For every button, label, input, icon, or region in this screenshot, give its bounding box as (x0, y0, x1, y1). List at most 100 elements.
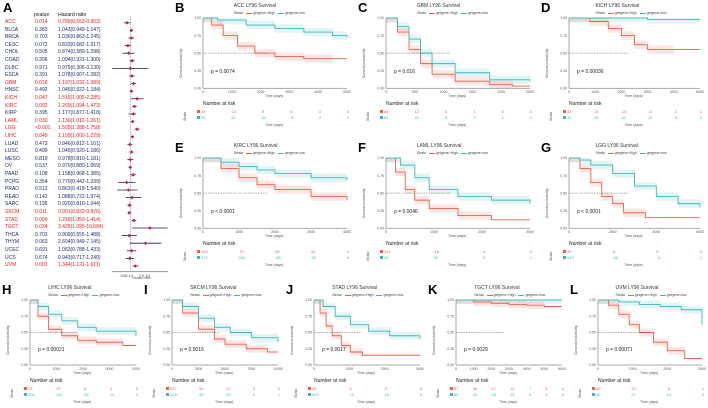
km-curve-high (314, 299, 420, 356)
forest-cancer-name: LAML (5, 117, 19, 124)
km-x-tick: 1000 (235, 230, 243, 234)
km-risk-row-low-marker (197, 116, 200, 120)
km-y-tick: 0.25 (589, 347, 596, 351)
forest-cancer-name: THCA (5, 231, 19, 238)
risk-count: 39 (201, 109, 206, 115)
forest-cancer-name: LGG (5, 125, 16, 132)
km-x-tick: 1000 (430, 230, 438, 234)
forest-point (129, 89, 134, 93)
forest-pvalue: 0.195 (35, 201, 48, 208)
risk-count: 14 (666, 392, 671, 397)
km-risk-row-high-marker (450, 387, 453, 390)
km-y-tick: 0.50 (21, 331, 28, 335)
risk-count: 21 (631, 386, 637, 391)
legend-high-label: getgene=High (614, 11, 637, 15)
km-x-tick: 1500 (469, 90, 477, 94)
km-risk-xlabel: Time (days) (357, 400, 376, 404)
risk-count: 0 (135, 386, 138, 391)
forest-point (128, 157, 133, 162)
risk-count: 0 (656, 249, 659, 255)
km-curve-high (30, 299, 136, 346)
legend-low-swatch (460, 152, 467, 154)
km-curve-high (386, 157, 530, 221)
risk-count: 88 (276, 255, 281, 261)
forest-pvalue: 0.002 (35, 102, 48, 109)
forest-point (126, 188, 131, 192)
km-panel-h: H LIHC LY96 Survival Strata getgene=High get… (2, 282, 142, 407)
risk-count: 4 (483, 249, 486, 255)
forest-hazard-ratio: 1.269(1.094-1.473) (58, 102, 101, 109)
km-x-tick: 2000 (609, 230, 617, 234)
risk-count: 90 (567, 249, 572, 255)
forest-point (130, 135, 135, 139)
forest-hazard-ratio: 0.789(0.653-0.953) (58, 19, 101, 25)
km-title: STAD LY96 Survival (332, 285, 378, 291)
panel-label-f: F (358, 140, 366, 155)
risk-count: 5 (419, 392, 422, 397)
km-y-tick: 0.25 (305, 347, 312, 351)
km-risk-row-low: 80 43 28 13 6 3 0 (454, 392, 564, 397)
legend-high-label: getgene=High (67, 293, 90, 297)
km-x-tick: 2500 (526, 90, 534, 94)
km-y-tick: 0.50 (560, 191, 567, 195)
forest-hazard-ratio: 2.604(0.949-7.145) (58, 239, 101, 246)
legend-strata-label: Strata (416, 11, 427, 15)
km-risk-xlabel: Time (days) (265, 263, 284, 268)
km-pvalue: p = 0.00036 (577, 68, 604, 75)
km-y-tick: 0.50 (377, 191, 384, 195)
km-pvalue: p = 0.0074 (211, 68, 235, 75)
km-y-tick: 1.00 (377, 156, 384, 160)
km-risk-row-low: 298 101 35 12 4 (28, 392, 138, 397)
risk-count: 2 (699, 115, 702, 121)
forest-cancer-name: CESC (5, 41, 19, 48)
risk-count: 10 (310, 249, 316, 255)
forest-pvalue: 0.819 (35, 155, 48, 162)
forest-cancer-name: ACC (5, 19, 16, 25)
km-risk-strata: Strata (549, 251, 553, 262)
risk-count: 40 (596, 392, 601, 397)
km-x-tick: 4000 (343, 230, 351, 234)
forest-pvalue: 0.703 (35, 34, 48, 41)
km-risk-title: Number at risk (386, 101, 419, 108)
forest-cancer-name: BLCA (5, 26, 19, 33)
risk-count: 0 (529, 249, 532, 255)
km-y-tick: 0.75 (194, 174, 201, 178)
km-y-tick: 0.25 (194, 69, 201, 73)
km-panel-i: I SKCM LY96 Survival Strata getgene=High get… (144, 282, 284, 407)
km-curve-high-ci (172, 300, 268, 356)
risk-count: 23 (414, 115, 419, 121)
km-y-tick: 1.00 (560, 156, 567, 160)
legend-strata-label: Strata (190, 293, 200, 297)
legend-strata-label: Strata (595, 11, 605, 15)
forest-cancer-name: LUAD (5, 140, 19, 147)
forest-hazard-ratio: 0.920(0.810-1.044) (58, 201, 101, 208)
km-curve-low-ci (314, 300, 420, 343)
km-plot: 0.00 0.25 0.50 0.75 1.00 0 1000 2000 3000 4000 500… (560, 16, 704, 94)
legend-high-swatch (627, 294, 634, 296)
km-x-tick: 2000 (478, 230, 486, 234)
km-curve-low (203, 17, 348, 38)
km-title: GBM LY96 Survival (416, 3, 460, 9)
forest-axis-tick: 1.0 (128, 274, 133, 278)
km-risk-strata: Strata (10, 388, 14, 398)
km-risk-row-low-marker (24, 393, 27, 396)
forest-point (127, 211, 131, 215)
forest-point (133, 264, 138, 268)
forest-point (129, 36, 134, 40)
km-x-tick: 1000 (53, 367, 61, 371)
km-plot: 0.00 0.25 0.50 0.75 1.00 0 1000 2000 3000 4000 (21, 298, 140, 371)
km-x-tick: 0 (568, 90, 570, 94)
forest-cancer-name: KICH (5, 95, 17, 101)
forest-point (131, 81, 136, 86)
km-legend: Strata getgene=High getgene=low (595, 11, 666, 15)
km-risk-row-high-marker (308, 387, 311, 390)
forest-hazard-ratio: 3.425(1.095-10.684) (58, 224, 104, 231)
km-y-tick: 0.25 (560, 69, 567, 73)
forest-hazard-ratio: 1.094(0.921-1.300) (58, 57, 101, 63)
km-y-tick: 0.00 (194, 226, 201, 230)
forest-point (129, 28, 134, 33)
risk-count: 8 (349, 386, 352, 391)
panel-label-i: I (144, 282, 148, 297)
forest-point (129, 150, 134, 154)
forest-point (132, 104, 137, 109)
